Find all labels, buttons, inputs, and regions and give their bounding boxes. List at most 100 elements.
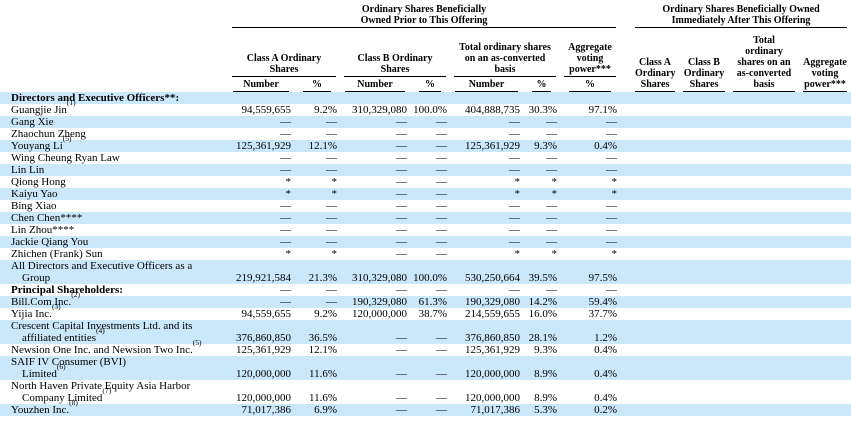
column-group-spacer (620, 164, 631, 176)
footnote-ref: (1) (66, 98, 76, 108)
class-b-percent-header: % (410, 77, 450, 92)
after-total-shares-column-label: Total ordinary shares on an as-converted… (733, 35, 795, 92)
after-offering-empty-cell (679, 152, 729, 164)
after-offering-empty-cell (631, 260, 679, 284)
footnote-ref: (2) (71, 290, 80, 300)
column-group-spacer (620, 200, 631, 212)
value-cell: — (606, 152, 617, 164)
after-offering-empty-cell (679, 284, 729, 296)
value-cell: 9.3% (534, 140, 557, 152)
shareholder-name-line: Group (11, 272, 228, 284)
shareholder-name-cell: Lin Zhou**** (0, 224, 228, 236)
after-offering-empty-cell (799, 380, 851, 404)
class-b-column-header: Class B Ordinary Shares (340, 28, 450, 77)
after-offering-empty-cell (679, 188, 729, 200)
value-cell: — (280, 224, 291, 236)
value-cell (450, 92, 523, 104)
value-cell: — (436, 224, 447, 236)
after-offering-empty-cell (729, 140, 799, 152)
value-cell: — (436, 368, 447, 380)
value-cell: * (551, 188, 558, 200)
value-cell: — (326, 116, 337, 128)
column-group-spacer (620, 404, 631, 416)
shareholder-name-text: Group (22, 272, 51, 284)
value-cell: * (611, 188, 618, 200)
shareholder-name-line: Crescent Capital Investments Ltd. and it… (11, 320, 228, 332)
after-total-shares-column-header: Total ordinary shares on an as-converted… (729, 28, 799, 92)
value-cell: 71,017,386 (470, 404, 521, 416)
value-cell: — (326, 128, 337, 140)
beneficial-ownership-table: Ordinary Shares Beneficially Owned Prior… (0, 2, 851, 416)
after-offering-empty-cell (729, 284, 799, 296)
after-offering-empty-cell (799, 140, 851, 152)
class-a-percent-header: % (294, 77, 340, 92)
column-group-spacer (620, 356, 631, 380)
shareholder-name-cell: North Haven Private Equity Asia Harbor Co… (0, 380, 228, 404)
column-group-spacer (620, 308, 631, 320)
column-group-spacer (620, 380, 631, 404)
shareholder-name-text: Bill.Com Inc. (11, 296, 72, 308)
shareholder-name-text: Yijia Inc. (11, 308, 52, 320)
value-cell: — (396, 224, 407, 236)
after-offering-empty-cell (679, 200, 729, 212)
table-row: Youyang Li(5) 125,361,929 12.1% — — 125,361,9… (0, 135, 851, 152)
after-offering-empty-cell (631, 320, 679, 344)
value-cell: — (280, 200, 291, 212)
table-row: Chen Chen**** — — — — — — — (0, 212, 851, 224)
shareholder-name-line: All Directors and Executive Officers as … (11, 260, 228, 272)
shareholder-name-cell: Wing Cheung Ryan Law (0, 152, 228, 164)
after-offering-empty-cell (729, 176, 799, 188)
after-offering-empty-cell (631, 104, 679, 116)
footnote-ref: (4) (96, 326, 105, 336)
value-cell: 37.7% (588, 308, 617, 320)
table-row: Yijia Inc.(3) 94,559,655 9.2% 120,000,000 38… (0, 303, 851, 320)
value-cell: — (396, 368, 407, 380)
table-row: Bill.Com Inc.(2) — — 190,329,080 61.3% 190,32… (0, 291, 851, 308)
ownership-table-page: Ordinary Shares Beneficially Owned Prior… (0, 2, 851, 416)
column-group-spacer (620, 236, 631, 248)
after-offering-empty-cell (729, 380, 799, 404)
after-offering-empty-cell (631, 296, 679, 308)
aggregate-voting-column-header: Aggregate voting power*** (560, 28, 620, 77)
shareholder-name-text: Company Limited (22, 392, 103, 404)
prior-offering-group-label: Ordinary Shares Beneficially Owned Prior… (232, 4, 616, 28)
value-cell: — (606, 224, 617, 236)
table-row: Zhaochun Zheng — — — — — — — (0, 128, 851, 140)
column-group-spacer (620, 176, 631, 188)
value-cell: — (326, 296, 337, 308)
after-offering-empty-cell (729, 320, 799, 344)
after-offering-empty-cell (679, 224, 729, 236)
after-offering-empty-cell (631, 164, 679, 176)
value-cell: 219,921,584 (236, 272, 291, 284)
after-offering-empty-cell (799, 404, 851, 416)
value-cell: — (396, 152, 407, 164)
value-cell: 0.2% (594, 404, 617, 416)
value-cell (560, 92, 620, 104)
table-row: Lin Zhou**** — — — — — — — (0, 224, 851, 236)
class-a-column-header: Class A Ordinary Shares (228, 28, 340, 77)
shareholder-name-text: Guangjie Jin (11, 104, 67, 116)
value-cell: — (606, 212, 617, 224)
value-cell: 36.5% (308, 332, 337, 344)
value-cell: — (436, 212, 447, 224)
after-offering-empty-cell (631, 176, 679, 188)
value-cell: 6.9% (314, 404, 337, 416)
shareholder-name-line: Zhaochun Zheng (11, 128, 228, 140)
shareholder-name-text: All Directors and Executive Officers as … (11, 260, 193, 272)
table-row: Principal Shareholders: — — — — — — — (0, 284, 851, 296)
value-cell: * (285, 176, 292, 188)
value-cell: 97.5% (588, 272, 617, 284)
value-cell: * (611, 176, 618, 188)
after-offering-empty-cell (729, 260, 799, 284)
shareholder-name-line: Wing Cheung Ryan Law (11, 152, 228, 164)
value-cell: — (396, 332, 407, 344)
class-b-number-header: Number (340, 77, 410, 92)
shareholder-name-text: affiliated entities (22, 332, 97, 344)
after-offering-empty-cell (799, 176, 851, 188)
table-row: Kaiyu Yao * * — — * * * (0, 188, 851, 200)
value-cell: * (514, 248, 521, 260)
value-cell: 120,000,000 (352, 308, 407, 320)
value-cell: — (436, 140, 447, 152)
value-cell (340, 92, 410, 104)
value-cell: 125,361,929 (236, 140, 291, 152)
